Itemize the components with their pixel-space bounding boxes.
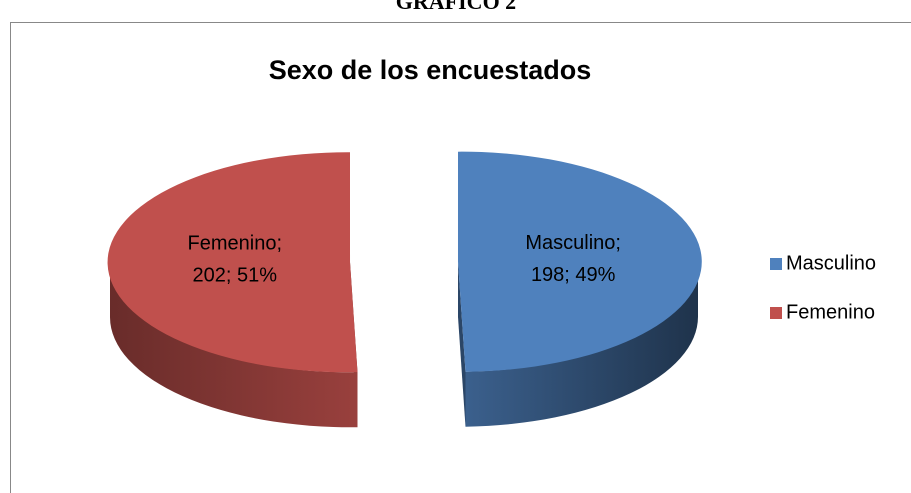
heading: GRÁFICO 2 (396, 0, 516, 14)
slice-cut-face (457, 261, 466, 427)
chart-title: Sexo de los encuestados (269, 55, 592, 85)
slice-side (110, 262, 358, 428)
slice-side (465, 261, 699, 427)
data-label: Masculino; (525, 232, 621, 254)
legend-swatch (770, 258, 782, 270)
legend-swatch (770, 307, 782, 319)
slice (107, 152, 358, 373)
data-label: 202; 51% (193, 265, 278, 287)
legend-label: Masculino (786, 252, 876, 274)
slice (457, 151, 702, 372)
legend-label: Femenino (786, 301, 875, 323)
data-label: 198; 49% (531, 264, 616, 286)
data-label: Femenino; (188, 233, 283, 255)
